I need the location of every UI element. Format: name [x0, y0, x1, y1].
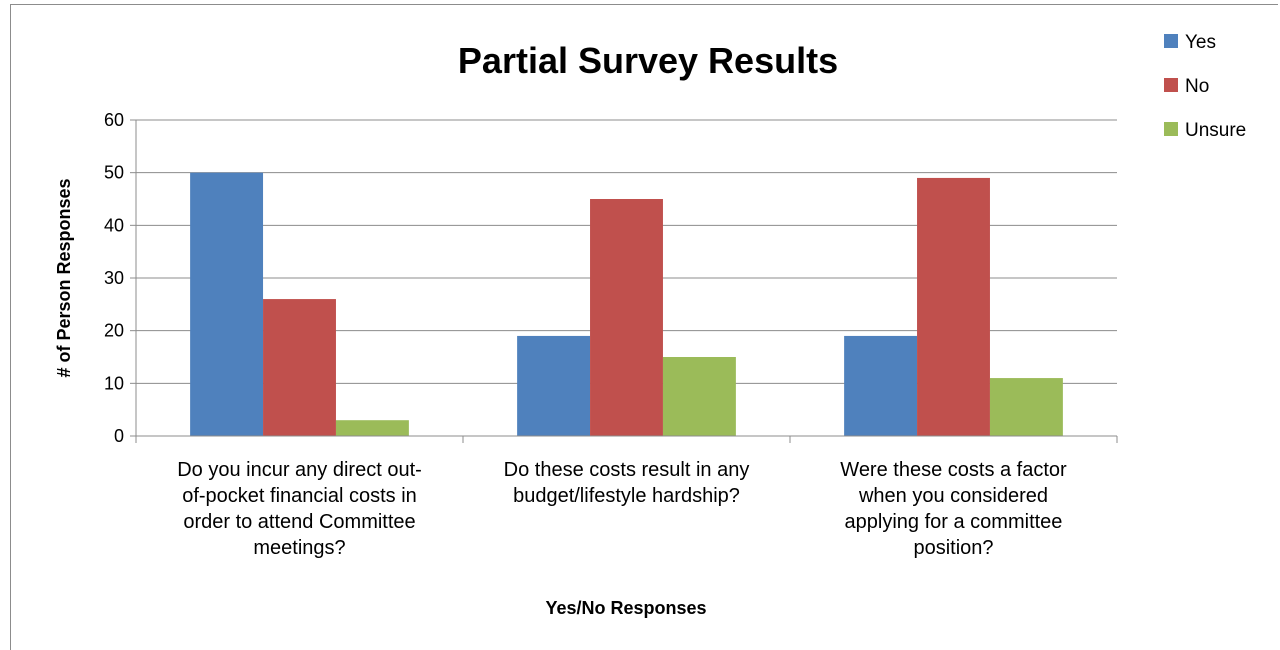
- x-category-label: budget/lifestyle hardship?: [513, 485, 740, 507]
- x-axis-title: Yes/No Responses: [545, 598, 706, 618]
- chart-title: Partial Survey Results: [458, 40, 838, 81]
- x-category-label: applying for a committee: [845, 511, 1063, 533]
- y-tick-label: 50: [104, 163, 124, 183]
- bar-yes: [844, 335, 918, 436]
- x-category-label: order to attend Committee: [183, 511, 415, 533]
- y-tick-label: 40: [104, 215, 124, 235]
- legend-label-yes: Yes: [1185, 32, 1216, 53]
- bar-unsure: [335, 420, 409, 436]
- legend-label-no: No: [1185, 76, 1209, 97]
- y-tick-label: 60: [104, 110, 124, 130]
- legend-swatch-unsure: [1164, 122, 1178, 136]
- legend-swatch-yes: [1164, 34, 1178, 48]
- y-tick-label: 10: [104, 373, 124, 393]
- x-category-label: when you considered: [858, 485, 1048, 507]
- legend-label-unsure: Unsure: [1185, 120, 1246, 141]
- y-tick-label: 0: [114, 426, 124, 446]
- legend-swatch-no: [1164, 78, 1178, 92]
- bar-no: [263, 299, 336, 436]
- x-category-label: position?: [913, 537, 993, 559]
- bar-yes: [517, 335, 591, 436]
- y-axis-title: # of Person Responses: [54, 178, 74, 377]
- x-category-label: Do you incur any direct out-: [177, 459, 422, 481]
- bar-unsure: [662, 357, 736, 436]
- x-category-label: Were these costs a factor: [840, 459, 1067, 481]
- chart-frame: [10, 4, 1278, 650]
- x-category-label: Do these costs result in any: [504, 459, 750, 481]
- x-category-label: meetings?: [253, 537, 345, 559]
- x-category-label: of-pocket financial costs in: [182, 485, 417, 507]
- bar-unsure: [989, 378, 1063, 436]
- bar-yes: [190, 172, 264, 436]
- bar-no: [590, 199, 663, 436]
- y-tick-label: 30: [104, 268, 124, 288]
- bar-no: [917, 177, 990, 436]
- y-tick-label: 20: [104, 321, 124, 341]
